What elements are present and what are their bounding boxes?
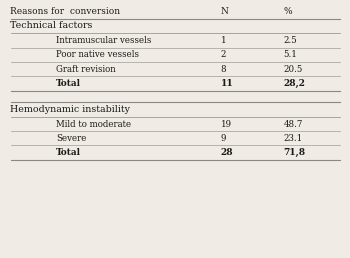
Text: Intramuscular vessels: Intramuscular vessels bbox=[56, 36, 151, 45]
Text: 28,2: 28,2 bbox=[284, 79, 306, 88]
Text: Total: Total bbox=[56, 148, 81, 157]
Text: 20.5: 20.5 bbox=[284, 65, 303, 74]
Text: N: N bbox=[220, 7, 228, 16]
Text: Graft revision: Graft revision bbox=[56, 65, 116, 74]
Text: 23.1: 23.1 bbox=[284, 134, 303, 143]
Text: 48.7: 48.7 bbox=[284, 120, 303, 128]
Text: 2: 2 bbox=[220, 51, 226, 59]
Text: Technical factors: Technical factors bbox=[10, 21, 93, 30]
Text: 9: 9 bbox=[220, 134, 226, 143]
Text: Reasons for  conversion: Reasons for conversion bbox=[10, 7, 121, 16]
Text: 11: 11 bbox=[220, 79, 233, 88]
Text: 28: 28 bbox=[220, 148, 233, 157]
Text: %: % bbox=[284, 7, 292, 16]
Text: 1: 1 bbox=[220, 36, 226, 45]
Text: 2.5: 2.5 bbox=[284, 36, 297, 45]
Text: Poor native vessels: Poor native vessels bbox=[56, 51, 139, 59]
Text: Hemodynamic instability: Hemodynamic instability bbox=[10, 105, 131, 114]
Text: 71,8: 71,8 bbox=[284, 148, 306, 157]
Text: Total: Total bbox=[56, 79, 81, 88]
Text: 8: 8 bbox=[220, 65, 226, 74]
Text: Severe: Severe bbox=[56, 134, 86, 143]
Text: Mild to moderate: Mild to moderate bbox=[56, 120, 131, 128]
Text: 19: 19 bbox=[220, 120, 232, 128]
Text: 5.1: 5.1 bbox=[284, 51, 298, 59]
